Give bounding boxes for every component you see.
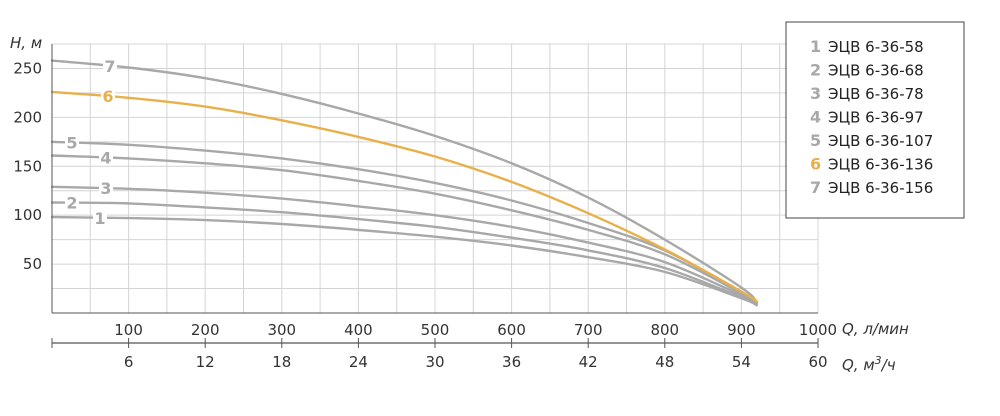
- curve-label-7: 7: [104, 57, 115, 76]
- x2-tick-label: 12: [196, 353, 215, 371]
- curve-label-2: 2: [66, 194, 77, 213]
- legend-name-6: ЭЦВ 6-36-136: [828, 156, 933, 174]
- x-tick-label: 300: [267, 321, 296, 339]
- series-line-4: [50, 154, 758, 305]
- curve-label-bg: [99, 148, 113, 166]
- curve-label-bg: [93, 208, 107, 226]
- y-axis-label: H, м: [10, 34, 42, 52]
- curve-label-6: 6: [102, 87, 113, 106]
- x2-tick-label: 60: [808, 353, 827, 371]
- y-tick-label: 200: [13, 108, 42, 126]
- curve-label-1: 1: [94, 209, 105, 228]
- legend-number-6: 6: [810, 155, 821, 174]
- series-line-2: [50, 201, 758, 307]
- curve-label-bg: [99, 179, 113, 197]
- legend-name-1: ЭЦВ 6-36-58: [828, 38, 924, 56]
- legend-number-3: 3: [810, 84, 821, 103]
- curve-label-bg: [103, 56, 117, 74]
- legend: 1 ЭЦВ 6-36-58 2 ЭЦВ 6-36-68 3 ЭЦВ 6-36-78 4 ЭЦВ…: [785, 21, 965, 219]
- legend-name-5: ЭЦВ 6-36-107: [828, 132, 933, 150]
- series-line-1: [50, 215, 758, 307]
- x-tick-label: 500: [421, 321, 450, 339]
- series-line-7: [50, 59, 758, 304]
- grid: [51, 43, 819, 313]
- legend-box: [785, 21, 965, 219]
- x-tick-label: 200: [191, 321, 220, 339]
- curve-labels: 12 3 4 5 6 7: [65, 56, 117, 228]
- x2-tick-label: 42: [579, 353, 598, 371]
- legend-name-4: ЭЦВ 6-36-97: [828, 109, 924, 127]
- x2-tick-label: 48: [655, 353, 674, 371]
- legend-number-7: 7: [810, 178, 821, 197]
- curves: [50, 59, 758, 307]
- legend-number-5: 5: [810, 131, 821, 150]
- x2-tick-label: 24: [349, 353, 368, 371]
- x-tick-label: 700: [574, 321, 603, 339]
- x-tick-label: 1000: [799, 321, 837, 339]
- curve-label-bg: [65, 133, 79, 151]
- x2-axis-label-prefix: Q, м: [842, 356, 875, 374]
- axes: 50 100 150 200 250 100 200 300 400 500 600 700 800 90…: [13, 44, 837, 371]
- curve-label-4: 4: [100, 149, 111, 168]
- legend-number-4: 4: [810, 108, 821, 127]
- x2-tick-label: 6: [124, 353, 134, 371]
- y-tick-label: 150: [13, 157, 42, 175]
- curve-label-5: 5: [66, 134, 77, 153]
- x-axis-label: Q, л/мин: [842, 320, 909, 338]
- x-tick-label: 400: [344, 321, 373, 339]
- x2-tick-label: 30: [425, 353, 444, 371]
- series-line-3: [50, 185, 758, 306]
- x2-tick-label: 36: [502, 353, 521, 371]
- x-tick-label: 800: [650, 321, 679, 339]
- y-tick-label: 250: [13, 59, 42, 77]
- curve-label-3: 3: [100, 179, 111, 198]
- series-line-6: [50, 90, 758, 303]
- x-tick-label: 600: [497, 321, 526, 339]
- curve-label-bg: [65, 193, 79, 211]
- x-tick-label: 900: [727, 321, 756, 339]
- y-tick-label: 50: [23, 255, 42, 273]
- x2-axis-label-sup: 3: [875, 354, 882, 367]
- legend-number-1: 1: [810, 37, 821, 56]
- x2-tick-label: 18: [272, 353, 291, 371]
- curve-label-bg: [101, 87, 115, 105]
- legend-name-7: ЭЦВ 6-36-156: [828, 179, 933, 197]
- x2-tick-label: 54: [732, 353, 751, 371]
- legend-name-2: ЭЦВ 6-36-68: [828, 62, 924, 80]
- legend-name-3: ЭЦВ 6-36-78: [828, 85, 924, 103]
- x2-axis-label: Q, м3/ч: [842, 354, 896, 374]
- y-tick-label: 100: [13, 206, 42, 224]
- x2-axis-label-suffix: /ч: [880, 356, 896, 374]
- x-tick-label: 100: [114, 321, 143, 339]
- legend-number-2: 2: [810, 61, 821, 80]
